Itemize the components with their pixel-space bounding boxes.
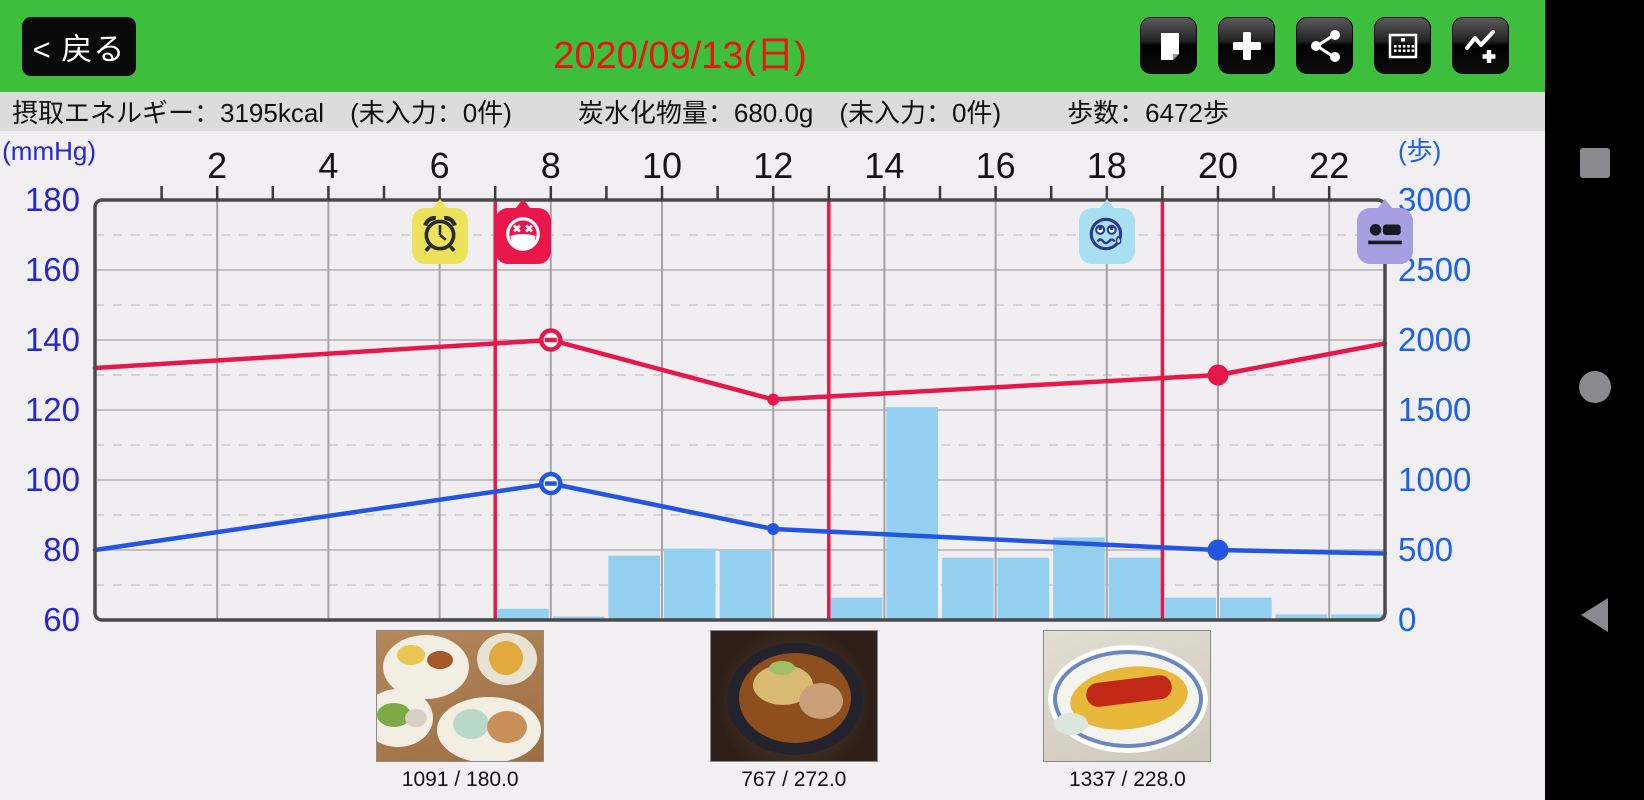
left-axis-tick: 160	[25, 251, 80, 288]
diastolic-marker[interactable]	[1207, 539, 1229, 561]
page-title-date: 2020/09/13(日)	[553, 35, 807, 77]
badge-tail	[1376, 199, 1393, 209]
x-axis-label: 16	[976, 145, 1016, 186]
steps-bar	[1331, 614, 1383, 620]
right-axis-tick: 0	[1398, 601, 1416, 638]
memo-button[interactable]	[1140, 17, 1197, 74]
calendar-icon	[1383, 26, 1423, 66]
steps-bar	[942, 557, 994, 620]
steps-bar	[719, 550, 772, 620]
steps-bar	[997, 557, 1050, 620]
bp-monitor-event-badge[interactable]	[1356, 199, 1413, 264]
alarm-clock-icon	[419, 213, 461, 260]
daily-stats-bar: 摂取エネルギー：3195kcal (未入力：0件) 炭水化物量：680.0g (…	[0, 92, 1545, 131]
right-axis-tick: 500	[1398, 531, 1453, 568]
recents-square-icon	[1579, 148, 1610, 178]
right-axis-unit: (歩)	[1398, 136, 1441, 166]
x-axis-label: 20	[1198, 145, 1238, 186]
nav-recents-button[interactable]	[1545, 128, 1644, 198]
x-axis-label: 14	[864, 145, 904, 186]
home-circle-icon	[1578, 371, 1611, 403]
systolic-marker[interactable]	[1207, 364, 1229, 386]
steps-bar	[1164, 597, 1216, 620]
share-button[interactable]	[1296, 17, 1353, 74]
right-axis-tick: 2000	[1398, 321, 1471, 358]
steps-total: 歩数：6472歩	[1067, 98, 1230, 128]
steps-bar	[830, 597, 883, 620]
steps-bar	[886, 407, 938, 620]
back-triangle-icon	[1581, 598, 1608, 632]
plot-border	[93, 198, 1387, 622]
right-axis-tick: 1000	[1398, 461, 1471, 498]
graph-add-icon	[1461, 26, 1501, 66]
meal-caption: 767 / 272.0	[741, 768, 847, 791]
steps-bar	[1108, 557, 1161, 620]
meal-caption: 1091 / 180.0	[401, 768, 519, 791]
memo-icon	[1149, 26, 1189, 66]
left-axis-tick: 100	[25, 461, 80, 498]
plus-icon	[1227, 26, 1267, 66]
steps-bar	[1053, 537, 1105, 620]
x-axis-label: 2	[207, 145, 227, 186]
energy-total: 摂取エネルギー：3195kcal	[12, 98, 325, 128]
bp-monitor-icon	[1364, 213, 1406, 260]
badge-tail	[431, 199, 448, 209]
x-axis-label: 18	[1087, 145, 1127, 186]
diastolic-marker[interactable]	[767, 523, 780, 535]
badge-tail	[515, 199, 531, 209]
steps-bar	[608, 555, 660, 620]
anxious-sweat-face-icon	[1086, 213, 1128, 260]
nav-back-button[interactable]	[1545, 580, 1644, 650]
steps-bar	[497, 608, 549, 620]
steps-bar	[1275, 614, 1328, 620]
steps-bar	[664, 548, 716, 620]
share-icon	[1305, 26, 1345, 66]
meal-caption: 1337 / 228.0	[1069, 768, 1186, 791]
alarm-clock-event-badge[interactable]	[411, 199, 468, 264]
x-axis-label: 10	[642, 145, 682, 186]
meal-photo-omurice-plate[interactable]	[1043, 630, 1212, 762]
sick-mask-face-event-badge[interactable]	[495, 199, 551, 264]
bp-steps-chart: 2 4 6 8 10 12 14 16 18 20 22 180 160 140 120 100 80 60 (mm…	[2, 136, 1471, 638]
calendar-button[interactable]	[1374, 17, 1431, 74]
systolic-marker[interactable]	[767, 393, 780, 406]
meal-photo-ramen-bowl[interactable]	[709, 630, 878, 762]
graph-add-button[interactable]	[1452, 17, 1509, 74]
back-button[interactable]: < 戻る	[22, 17, 136, 76]
sick-mask-face-icon	[502, 213, 544, 260]
carbs-missing-note: (未入力：0件)	[839, 98, 1002, 128]
android-nav-bar	[1545, 0, 1644, 800]
right-axis-tick: 3000	[1398, 181, 1471, 218]
left-axis-tick: 80	[43, 531, 80, 568]
energy-missing-note: (未入力：0件)	[350, 98, 512, 128]
x-axis-label: 12	[753, 145, 793, 186]
nav-home-button[interactable]	[1545, 352, 1644, 422]
header-bar: < 戻る 2020/09/13(日)	[0, 0, 1545, 92]
x-axis-label: 4	[318, 145, 338, 186]
x-axis-label: 8	[541, 145, 561, 186]
left-axis-unit: (mmHg)	[2, 136, 96, 166]
x-axis-label: 22	[1309, 145, 1349, 186]
steps-bar	[1220, 597, 1272, 620]
x-axis-label: 6	[430, 145, 450, 186]
right-axis-tick: 1500	[1398, 391, 1471, 428]
left-axis-tick: 180	[25, 181, 80, 218]
add-button[interactable]	[1218, 17, 1275, 74]
meal-photo-breakfast-plates[interactable]	[376, 630, 545, 762]
anxious-sweat-face-event-badge[interactable]	[1078, 199, 1135, 264]
left-axis-tick: 60	[43, 601, 80, 638]
badge-tail	[1098, 199, 1115, 209]
left-axis-tick: 120	[25, 391, 80, 428]
left-axis-tick: 140	[25, 321, 80, 358]
carbs-total: 炭水化物量：680.0g	[577, 98, 814, 128]
